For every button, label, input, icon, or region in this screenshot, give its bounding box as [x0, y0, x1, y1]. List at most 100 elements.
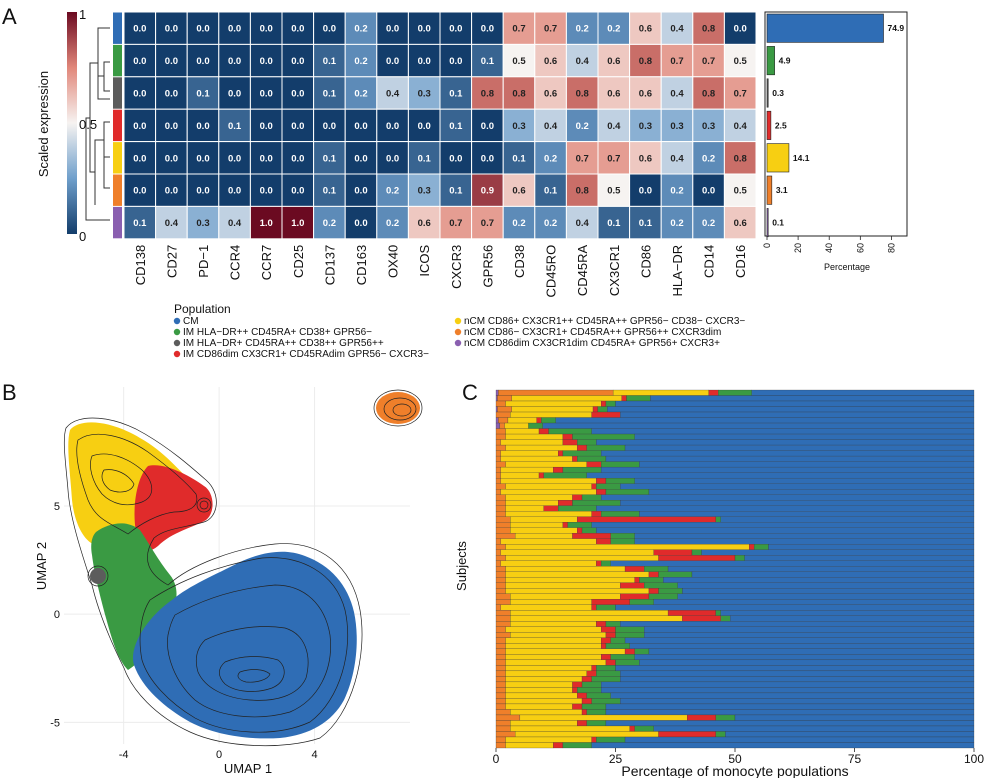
- subject-bar-segment: [596, 560, 602, 567]
- heatmap-cell-value: 0.0: [165, 56, 178, 67]
- heatmap-cell-value: 0.0: [354, 121, 367, 132]
- heatmap-cell: [723, 173, 757, 207]
- subject-bar-segment: [586, 720, 607, 727]
- heatmap-cell-value: 0.4: [607, 121, 621, 132]
- subject-bar-segment: [510, 599, 592, 605]
- heatmap-cell-value: 0.0: [133, 24, 146, 35]
- subject-bar-segment-cm: [648, 648, 975, 655]
- subject-bar-segment: [648, 593, 678, 600]
- heatmap-cell: [692, 141, 725, 175]
- subject-bar-segment: [591, 483, 597, 490]
- legend-swatch: [173, 328, 181, 336]
- subject-bar-segment-cm: [620, 698, 975, 705]
- umap-cluster-red: [134, 465, 213, 551]
- heatmap-cell-value: 0.8: [702, 24, 715, 35]
- heatmap-cell-value: 0.3: [512, 121, 525, 132]
- umap-xtick-label: 4: [311, 749, 317, 761]
- percentage-bars: 74.9 4.9 0.3 2.5 14.1 3.1 0.1: [766, 13, 904, 238]
- percentage-bar-label: 3.1: [776, 185, 788, 195]
- percentage-bar: [766, 143, 790, 173]
- legend-swatch: [173, 339, 181, 347]
- marker-label: CD14: [702, 245, 717, 278]
- subject-bar-segment: [511, 395, 622, 402]
- subject-bar-segment-cm: [653, 725, 975, 732]
- subject-bar-segment: [505, 626, 602, 633]
- subject-bar-segment-cm: [768, 544, 975, 550]
- subject-bar-segment: [495, 637, 506, 644]
- subject-bar-segment-cm: [629, 643, 975, 649]
- subject-bar-segment: [510, 522, 564, 528]
- subject-bar-segment-cm: [610, 692, 975, 699]
- marker-label: CX3CR1: [607, 245, 622, 296]
- subject-bar-segment: [615, 659, 640, 666]
- row-color-strips: [113, 12, 122, 239]
- subject-bar-segment: [629, 599, 654, 605]
- subject-bar-segment: [634, 725, 654, 732]
- heatmap-cell: [218, 173, 251, 207]
- heatmap-cell: [534, 108, 567, 143]
- heatmap-cell-value: 0.6: [639, 153, 652, 164]
- heatmap-cell-value: 0.7: [670, 56, 683, 67]
- heatmap-cell-value: 0.0: [133, 153, 146, 164]
- legend-swatch: [454, 317, 462, 325]
- heatmap-cell-value: 0.8: [576, 186, 589, 197]
- subject-bar-segment: [605, 643, 630, 649]
- heatmap-cell: [155, 141, 188, 175]
- marker-label: CD27: [164, 245, 179, 278]
- heatmap-cell-value: 0.3: [670, 121, 683, 132]
- subject-bar-segment: [634, 648, 650, 655]
- subject-bar-segment: [495, 615, 511, 622]
- subject-bar-segment: [605, 400, 616, 407]
- heatmap-cell-value: 0.0: [228, 186, 241, 197]
- heatmap-cell-value: 0.3: [639, 121, 652, 132]
- heatmap-cell-value: 0.1: [323, 153, 337, 164]
- subject-bar-segment: [500, 477, 597, 484]
- subject-bar-segment: [505, 659, 607, 666]
- subject-bar-segment: [495, 439, 501, 446]
- subject-bar-segment: [495, 670, 506, 677]
- subject-bar-segment: [562, 522, 568, 528]
- heatmap-cell: [155, 43, 188, 78]
- subject-bar-segment: [621, 395, 627, 402]
- percentage-bar: [766, 13, 884, 43]
- subject-bar-segment: [586, 670, 597, 677]
- heatmap-cell: [439, 141, 473, 175]
- heatmap-cell-value: 0.9: [481, 186, 494, 197]
- heatmap-cell: [281, 108, 315, 143]
- subject-bar-segment: [601, 461, 640, 468]
- subject-bar-segment: [581, 494, 602, 501]
- subject-bar-segment: [495, 725, 511, 732]
- heatmap-cell: [660, 108, 694, 143]
- subject-bar-segment: [510, 720, 578, 727]
- subject-bar-segment: [644, 566, 669, 572]
- subject-bar-segment: [528, 422, 543, 429]
- heatmap-cell: [376, 205, 409, 240]
- panel-label-b: B: [2, 380, 17, 405]
- heatmap-cell: [565, 108, 599, 143]
- subject-bar-segment: [495, 632, 511, 638]
- heatmap-cell: [502, 108, 536, 143]
- subject-bar-segment: [577, 687, 602, 694]
- subject-bar-segment: [495, 395, 498, 402]
- subject-bar-segment: [601, 643, 607, 649]
- heatmap-cell-value: 0.0: [165, 186, 178, 197]
- heatmap-cell-value: 0.0: [481, 153, 494, 164]
- subject-bar-segment: [567, 522, 592, 528]
- heatmap-cell-value: 0.0: [165, 89, 178, 100]
- umap-xlabel: UMAP 1: [224, 761, 272, 776]
- subject-bar-segment: [498, 417, 509, 424]
- subject-bar-segment: [572, 681, 583, 688]
- subject-bar-segment: [510, 527, 578, 534]
- marker-label: PD−1: [196, 245, 211, 278]
- heatmap-cell-value: 0.1: [323, 186, 337, 197]
- row-color-strip: [113, 12, 122, 44]
- heatmap-cell: [471, 11, 504, 45]
- subject-bar-segment: [495, 566, 506, 572]
- subject-bar-segment: [591, 736, 597, 743]
- heatmap-cell: [565, 141, 599, 175]
- row-color-strip: [113, 44, 122, 77]
- subject-bar-segment: [505, 461, 587, 468]
- subject-bar-segment-cm: [586, 472, 975, 479]
- heatmap-cell: [344, 108, 378, 143]
- heatmap-cell-value: 0.0: [291, 186, 304, 197]
